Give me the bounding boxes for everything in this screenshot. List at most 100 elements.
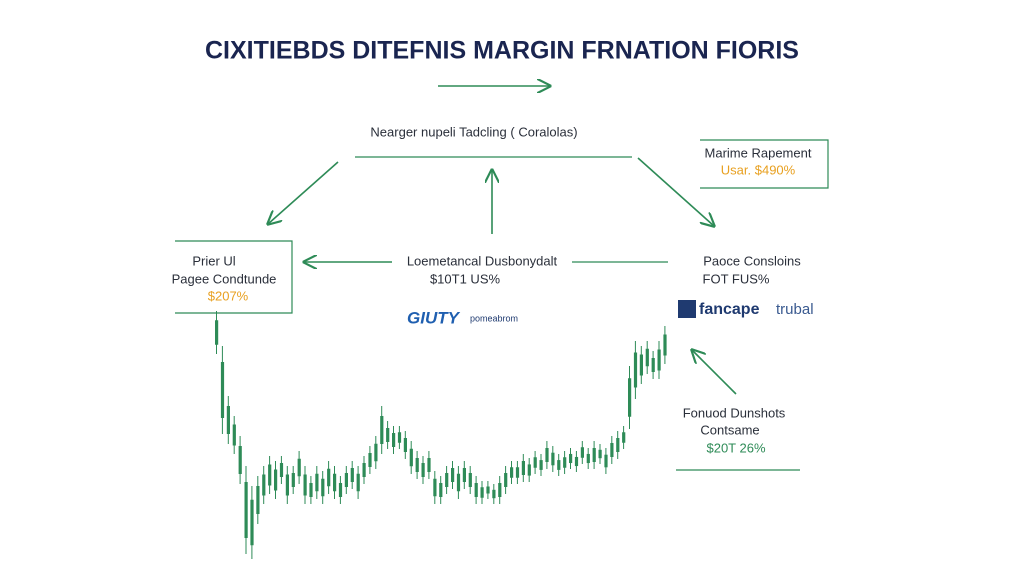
candle-body — [350, 468, 354, 482]
left-box-value: $207% — [208, 288, 249, 303]
candle-body — [586, 453, 590, 464]
candle-body — [309, 483, 313, 497]
candle-body — [639, 354, 643, 376]
candle-body — [462, 468, 466, 482]
bottom-right-line: Contsame — [700, 422, 759, 437]
candle-body — [433, 478, 437, 497]
candle-body — [604, 454, 608, 468]
top-label: Nearger nupeli Tadcling ( Coralolas) — [370, 124, 577, 139]
candle-body — [657, 349, 661, 371]
right-mid-line: Paoce Consloins — [703, 253, 801, 268]
candle-body — [622, 432, 626, 443]
candle-body — [456, 473, 461, 492]
candle-body — [651, 358, 655, 372]
logo-mark: fancape — [699, 301, 760, 318]
candle-body — [504, 473, 508, 487]
candle-body — [421, 463, 425, 477]
left-box-line: Prier Ul — [192, 253, 235, 268]
bottom-right-value: $20T 26% — [706, 440, 765, 455]
candle-body — [215, 320, 219, 345]
candle-body — [480, 487, 484, 498]
center-line: Loemetancal Dusbonydalt — [407, 253, 558, 268]
candle-body — [344, 473, 348, 487]
title: CIXITIEBDS DITEFNIS MARGIN FRNATION FIOR… — [205, 37, 799, 65]
candle-body — [333, 473, 337, 492]
candle-body — [427, 458, 431, 472]
candle-body — [486, 486, 490, 494]
candle-body — [527, 464, 531, 476]
candle-body — [616, 438, 620, 452]
logo-text: trubal — [776, 301, 814, 318]
candle-body — [397, 432, 402, 443]
candle-body — [403, 438, 407, 452]
candle-body — [439, 483, 443, 497]
right-mid-value: FOT FUS% — [703, 271, 770, 286]
candle-body — [262, 474, 266, 496]
candle-body — [521, 461, 525, 475]
bottom-right-line: Fonuod Dunshots — [683, 405, 786, 420]
candle-body — [569, 453, 573, 464]
candle-body — [338, 483, 343, 497]
candle-body — [545, 448, 549, 462]
right-box-value: Usar. $490% — [721, 162, 796, 177]
candle-body — [451, 468, 455, 482]
logo-text: pomeabrom — [470, 313, 518, 323]
center-value: $10T1 US% — [430, 271, 501, 286]
arrow — [637, 157, 714, 226]
candle-body — [574, 456, 579, 467]
candle-body — [510, 467, 514, 478]
candle-body — [645, 348, 649, 367]
arrow — [692, 350, 737, 395]
candle-body — [285, 474, 289, 496]
candle-body — [563, 457, 567, 468]
candle-body — [232, 424, 236, 446]
candle-body — [226, 406, 230, 434]
candle-body — [321, 478, 325, 497]
candle-body — [250, 499, 254, 546]
candle-body — [256, 486, 260, 514]
candle-body — [327, 468, 331, 487]
candle-body — [374, 443, 378, 462]
candle-body — [356, 473, 360, 492]
candle-body — [297, 458, 301, 477]
candle-body — [474, 483, 478, 497]
candle-body — [533, 457, 537, 468]
candle-body — [244, 482, 248, 538]
candle-body — [279, 463, 284, 477]
candle-body — [274, 469, 278, 491]
candle-body — [362, 463, 366, 477]
candle-body — [445, 473, 449, 487]
candle-body — [386, 428, 390, 442]
candle-body — [392, 433, 396, 447]
candle-body — [580, 447, 584, 458]
candle-body — [468, 473, 472, 487]
right-box — [700, 139, 829, 189]
candle-body — [515, 467, 520, 478]
candle-body — [303, 474, 307, 496]
candle-body — [315, 473, 319, 492]
candle-body — [409, 448, 413, 467]
arrow — [268, 161, 339, 224]
candle-body — [592, 448, 596, 462]
candle-body — [557, 460, 561, 470]
candle-body — [368, 453, 372, 467]
candle-body — [633, 352, 638, 388]
right-box-line: Marime Rapement — [705, 145, 812, 160]
candle-body — [268, 464, 272, 486]
candle-body — [220, 362, 225, 418]
logo-icon — [678, 300, 696, 318]
candlestick-decoration — [215, 311, 667, 559]
candle-body — [291, 473, 295, 487]
candle-body — [539, 460, 543, 470]
candle-body — [598, 449, 602, 459]
left-box — [175, 240, 293, 314]
candle-body — [238, 446, 242, 474]
candle-body — [551, 452, 555, 466]
candle-body — [498, 483, 502, 497]
candle-body — [380, 416, 384, 444]
candle-body — [628, 378, 632, 417]
candle-body — [610, 443, 614, 457]
logo-mark: GIUTY — [407, 308, 461, 327]
candle-body — [415, 458, 419, 472]
